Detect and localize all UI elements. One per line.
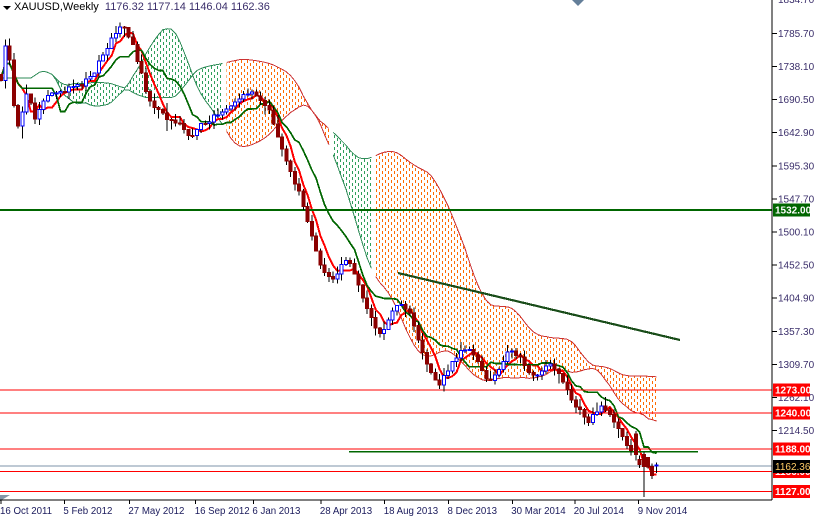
svg-text:1240.00: 1240.00 <box>775 408 812 419</box>
svg-text:1357.30: 1357.30 <box>778 327 815 338</box>
svg-text:1162.36: 1162.36 <box>775 462 811 473</box>
svg-text:18 Aug 2013: 18 Aug 2013 <box>384 506 438 516</box>
svg-text:1532.00: 1532.00 <box>775 205 812 216</box>
svg-text:1595.30: 1595.30 <box>778 161 815 172</box>
svg-text:1188.00: 1188.00 <box>775 445 811 456</box>
svg-text:1785.70: 1785.70 <box>778 29 815 40</box>
svg-text:1500.10: 1500.10 <box>778 228 815 239</box>
svg-text:1214.50: 1214.50 <box>778 426 815 437</box>
svg-text:16 Sep 2012: 16 Sep 2012 <box>195 506 250 516</box>
svg-text:20 Jul 2014: 20 Jul 2014 <box>574 506 625 516</box>
svg-text:28 Apr 2013: 28 Apr 2013 <box>320 506 372 516</box>
svg-text:1834.70: 1834.70 <box>778 0 815 6</box>
svg-text:1690.50: 1690.50 <box>778 95 815 106</box>
svg-text:16 Oct 2011: 16 Oct 2011 <box>0 506 52 516</box>
svg-text:1404.90: 1404.90 <box>778 294 815 305</box>
svg-text:1273.00: 1273.00 <box>775 385 812 396</box>
svg-text:9 Nov 2014: 9 Nov 2014 <box>638 506 688 516</box>
svg-text:27 May 2012: 27 May 2012 <box>128 506 184 516</box>
svg-text:1738.10: 1738.10 <box>778 62 815 73</box>
svg-text:8 Dec 2013: 8 Dec 2013 <box>448 506 498 516</box>
svg-text:1642.90: 1642.90 <box>778 128 815 139</box>
svg-text:1127.00: 1127.00 <box>775 487 811 498</box>
svg-text:1452.50: 1452.50 <box>778 261 815 272</box>
svg-text:30 Mar 2014: 30 Mar 2014 <box>511 506 566 516</box>
svg-text:1309.70: 1309.70 <box>778 360 815 371</box>
svg-text:6 Jan 2013: 6 Jan 2013 <box>252 506 300 516</box>
svg-text:5 Feb 2012: 5 Feb 2012 <box>63 506 112 516</box>
